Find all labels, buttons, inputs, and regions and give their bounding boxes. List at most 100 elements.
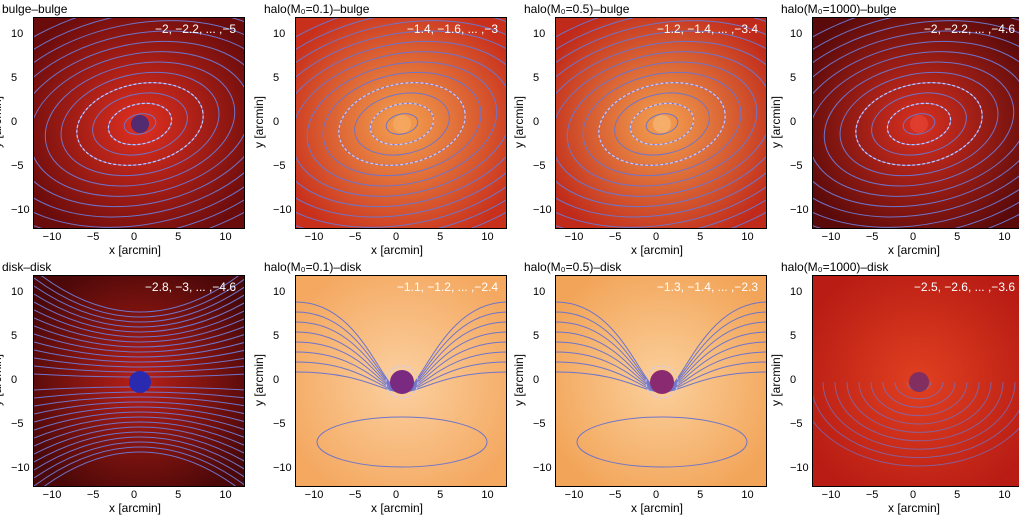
y-axis-label: y [arcmin] bbox=[252, 353, 267, 407]
x-tick-label: −10 bbox=[42, 489, 62, 501]
center-core bbox=[909, 372, 929, 392]
contour-line bbox=[902, 113, 936, 135]
contour-levels-label: −1.4, −1.6, ... ,−3 bbox=[406, 22, 498, 36]
contour-line bbox=[614, 92, 710, 156]
y-tick-label: 10 bbox=[533, 285, 546, 298]
x-axis-label: x [arcmin] bbox=[371, 501, 424, 515]
heatmap-field bbox=[813, 276, 1019, 486]
x-tick-label: −5 bbox=[86, 231, 100, 243]
y-tick-label: 5 bbox=[11, 71, 18, 84]
contour-line bbox=[582, 71, 742, 177]
y-tick-label: −10 bbox=[273, 204, 292, 217]
contour-line bbox=[34, 416, 244, 439]
x-tick-label: 0 bbox=[393, 489, 400, 501]
x-tick-label: −5 bbox=[86, 489, 100, 501]
panel-title: halo(M₀=0.5)–bulge bbox=[524, 2, 630, 16]
x-tick-label: −10 bbox=[42, 231, 62, 243]
contour-line bbox=[34, 349, 244, 363]
contour-line bbox=[34, 20, 244, 228]
contour-line bbox=[316, 416, 488, 468]
contour-dashed bbox=[369, 102, 435, 146]
contour-line bbox=[556, 30, 766, 218]
contour-dashed bbox=[385, 365, 419, 399]
contour-line bbox=[834, 381, 1004, 442]
contour-line bbox=[813, 40, 1019, 208]
contour-dashed bbox=[107, 102, 173, 146]
x-tick-label: −5 bbox=[608, 489, 622, 501]
x-tick-label: 0 bbox=[910, 231, 917, 243]
y-tick-label: 0 bbox=[790, 374, 797, 386]
contour-line bbox=[34, 40, 244, 208]
contour-line bbox=[813, 51, 1019, 197]
heatmap-plot: −1.3, −1.4, ... ,−2.3 bbox=[555, 275, 767, 487]
y-axis-label: y [arcmin] bbox=[769, 353, 784, 407]
contour-line bbox=[822, 381, 1016, 450]
contour-line bbox=[296, 40, 506, 208]
x-axis-label: x [arcmin] bbox=[371, 243, 424, 257]
x-tick-label: 0 bbox=[131, 489, 138, 501]
contour-line bbox=[34, 357, 244, 368]
contour-line bbox=[34, 301, 244, 333]
center-core bbox=[653, 115, 671, 133]
heatmap-plot: −1.2, −1.4, ... ,−3.4 bbox=[555, 17, 767, 229]
x-tick-label: 5 bbox=[697, 489, 704, 501]
y-tick-label: 0 bbox=[790, 116, 797, 128]
x-tick-label: 0 bbox=[653, 231, 660, 243]
y-tick-label: −5 bbox=[11, 418, 24, 431]
contour-line bbox=[34, 309, 244, 338]
contour-line bbox=[43, 451, 237, 486]
contour-line bbox=[34, 436, 244, 471]
y-tick-label: −5 bbox=[790, 418, 803, 431]
heatmap-field bbox=[556, 18, 766, 228]
y-tick-label: −10 bbox=[790, 204, 809, 217]
heatmap-field bbox=[296, 276, 506, 486]
x-tick-label: 10 bbox=[741, 489, 754, 501]
x-tick-label: −5 bbox=[865, 489, 879, 501]
heatmap-field bbox=[296, 18, 506, 228]
contour-line bbox=[34, 431, 244, 463]
contour-levels-label: −1.3, −1.4, ... ,−2.3 bbox=[656, 280, 758, 294]
contour-line bbox=[34, 277, 244, 318]
contour-dashed bbox=[629, 102, 695, 146]
contour-line bbox=[556, 40, 766, 208]
contour-line bbox=[123, 113, 157, 135]
contour-line bbox=[823, 61, 1015, 187]
x-tick-label: 0 bbox=[653, 489, 660, 501]
y-tick-label: −10 bbox=[533, 204, 552, 217]
y-tick-label: −5 bbox=[11, 160, 24, 173]
center-core bbox=[393, 115, 411, 133]
contour-line bbox=[34, 441, 244, 479]
contour-line bbox=[322, 71, 482, 177]
y-tick-label: 10 bbox=[533, 27, 546, 40]
x-tick-label: −5 bbox=[865, 231, 879, 243]
x-tick-label: 5 bbox=[954, 231, 961, 243]
y-tick-label: −5 bbox=[533, 160, 546, 173]
contour-line bbox=[813, 420, 1019, 467]
y-tick-label: 10 bbox=[273, 285, 286, 298]
y-tick-label: 5 bbox=[273, 329, 280, 342]
contour-line bbox=[34, 406, 244, 423]
y-axis-label: y [arcmin] bbox=[512, 95, 527, 149]
x-tick-label: 0 bbox=[131, 231, 138, 243]
contour-line bbox=[306, 61, 498, 187]
y-tick-label: 5 bbox=[790, 71, 797, 84]
contour-line bbox=[296, 51, 506, 197]
x-axis-label: x [arcmin] bbox=[888, 243, 941, 257]
x-tick-label: 5 bbox=[697, 231, 704, 243]
x-tick-label: −5 bbox=[348, 489, 362, 501]
panel-title: halo(M₀=0.1)–bulge bbox=[264, 2, 370, 16]
contour-line bbox=[813, 394, 1019, 459]
x-tick-label: 10 bbox=[219, 489, 232, 501]
heatmap-plot: −1.4, −1.6, ... ,−3 bbox=[295, 17, 507, 229]
y-tick-label: 0 bbox=[11, 116, 18, 128]
y-tick-label: 0 bbox=[533, 116, 540, 128]
contour-line bbox=[385, 113, 419, 135]
heatmap-plot: −2.5, −2.6, ... ,−3.6 bbox=[812, 275, 1019, 487]
contour-dashed bbox=[855, 82, 983, 166]
contour-line bbox=[92, 92, 188, 156]
contour-line bbox=[894, 381, 944, 400]
contour-dashed bbox=[76, 82, 204, 166]
panel-title: halo(M₀=0.5)–disk bbox=[524, 260, 622, 274]
heatmap-field bbox=[34, 276, 244, 486]
y-axis-label: y [arcmin] bbox=[0, 353, 5, 406]
